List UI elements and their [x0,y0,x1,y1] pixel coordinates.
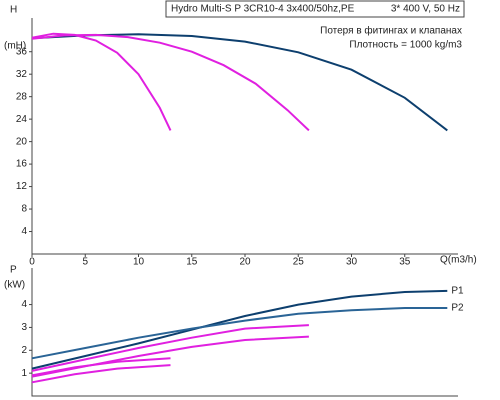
curve [31,33,310,132]
y-tick-label: 4 [21,299,27,310]
annotation: Потеря в фитингах и клапанах [320,25,462,37]
x-tick-label: 30 [346,257,358,268]
y-axis-unit: (kW) [4,280,25,291]
axes [31,268,458,397]
curve [31,32,172,131]
y-tick-label: 1 [21,368,27,379]
header-box [165,0,465,18]
axes [31,18,458,255]
x-tick-label: 15 [186,257,198,268]
x-tick-label: 20 [239,257,251,268]
y-tick-label: 16 [16,159,28,170]
curve [31,289,448,370]
y-tick-label: 8 [21,204,27,215]
x-tick-label: 10 [133,257,145,268]
y-tick-label: 3 [21,322,27,333]
curve [31,357,171,377]
y-tick-label: 20 [16,136,28,147]
x-tick-label: 0 [29,257,35,268]
x-tick-label: 25 [293,257,305,268]
legend-label: P1 [451,285,464,296]
curve [31,324,309,372]
x-tick-label: 35 [399,257,411,268]
legend-label: P2 [451,303,464,314]
y-tick-label: 24 [16,114,28,125]
y-axis-label: P [10,265,17,276]
y-tick-label: 28 [16,91,28,102]
x-axis-label: Q(m3/h) [440,255,477,266]
chart-subtitle: 3* 400 V, 50 Hz [391,4,460,15]
chart-title: Hydro Multi-S P 3CR10-4 3x400/50hz,PE [171,4,355,15]
y-tick-label: 36 [16,46,28,57]
curve [31,307,448,360]
annotation: Плотность = 1000 kg/m3 [349,40,462,51]
y-axis-label: H [10,5,17,16]
y-tick-label: 12 [16,181,28,192]
curve [31,364,171,384]
y-axis-unit: (mH) [4,41,26,52]
y-tick-label: 4 [21,226,27,237]
y-tick-label: 2 [21,345,27,356]
x-tick-label: 5 [82,257,88,268]
y-tick-label: 32 [16,69,28,80]
